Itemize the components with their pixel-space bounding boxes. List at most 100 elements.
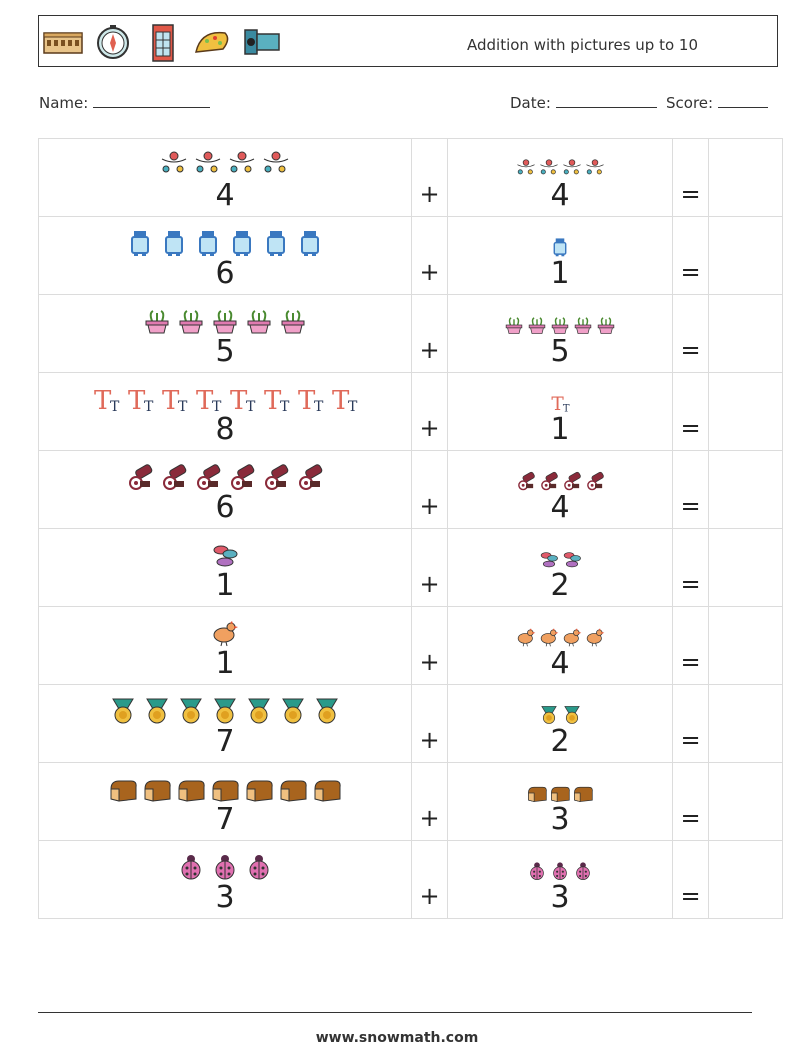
picture-group-a	[39, 775, 411, 803]
svg-text:T: T	[128, 386, 146, 413]
svg-text:T: T	[144, 399, 154, 413]
seedling-planter-icon	[573, 315, 593, 335]
name-blank[interactable]	[93, 93, 211, 108]
plus-cell: +	[411, 762, 448, 841]
cannon-icon	[228, 463, 256, 491]
score-field[interactable]: Score:	[666, 93, 768, 112]
svg-text:T: T	[280, 399, 290, 413]
milk-bottle-icon	[194, 229, 222, 257]
operand-b: 2	[550, 724, 570, 759]
cannon-icon	[296, 463, 324, 491]
macarons-icon	[211, 541, 239, 569]
picture-group-b	[448, 627, 672, 647]
ornament-garland-icon	[516, 159, 536, 179]
operand-b-cell: 2	[447, 528, 673, 607]
operand-b: 1	[550, 412, 570, 447]
svg-text:T: T	[212, 399, 222, 413]
problem-row: T T T T T T T T T T T T T T T T 8 + T T 1 =	[38, 372, 783, 451]
svg-text:T: T	[162, 386, 180, 413]
ornament-garland-icon	[194, 151, 222, 179]
problems-table: 4 +4 = 6 +1 = 5 +5 = T T T T T T T T T T T T T T T T 8 + T T 1 = 6 +4 = 1 +…	[38, 138, 783, 919]
picture-group-b	[448, 549, 672, 569]
compass-icon	[93, 22, 133, 62]
equals-sign: =	[680, 492, 701, 520]
answer-cell[interactable]	[708, 138, 783, 217]
operand-b-cell: 5	[447, 294, 673, 373]
chicken-icon	[562, 627, 582, 647]
equals-sign: =	[680, 570, 701, 598]
operand-a-cell: 1	[38, 606, 412, 685]
seedling-planter-icon	[504, 315, 524, 335]
picture-group-a	[39, 463, 411, 491]
operand-a-cell: 5	[38, 294, 412, 373]
plus-cell: +	[411, 372, 448, 451]
date-field[interactable]: Date:	[510, 93, 657, 112]
equals-cell: =	[672, 840, 709, 919]
medal-icon	[279, 697, 307, 725]
answer-cell[interactable]	[708, 216, 783, 295]
picture-group-a	[39, 853, 411, 881]
answer-cell[interactable]	[708, 762, 783, 841]
answer-cell[interactable]	[708, 840, 783, 919]
equals-cell: =	[672, 216, 709, 295]
cannon-icon	[262, 463, 290, 491]
taco-icon	[193, 22, 233, 62]
chicken-icon	[211, 619, 239, 647]
bread-loaf-icon	[527, 783, 547, 803]
answer-cell[interactable]	[708, 606, 783, 685]
phone-booth-icon	[143, 22, 183, 62]
answer-cell[interactable]	[708, 450, 783, 529]
operand-b-cell: 3	[447, 762, 673, 841]
score-blank[interactable]	[717, 93, 768, 108]
cannon-icon	[516, 471, 536, 491]
equals-sign: =	[680, 258, 701, 286]
bread-loaf-icon	[211, 775, 239, 803]
plus-sign: +	[419, 648, 440, 676]
equals-sign: =	[680, 336, 701, 364]
problem-row: 1 +4 =	[38, 606, 783, 685]
score-label: Score:	[666, 94, 714, 112]
milk-bottle-icon	[262, 229, 290, 257]
operand-a: 1	[215, 646, 235, 681]
picture-group-b	[448, 237, 672, 257]
answer-cell[interactable]	[708, 294, 783, 373]
plus-cell: +	[411, 606, 448, 685]
name-label: Name:	[39, 94, 89, 112]
date-blank[interactable]	[555, 93, 657, 108]
operand-b: 1	[550, 256, 570, 291]
equals-sign: =	[680, 180, 701, 208]
answer-cell[interactable]	[708, 372, 783, 451]
plus-cell: +	[411, 684, 448, 763]
equals-cell: =	[672, 606, 709, 685]
picture-group-b	[448, 783, 672, 803]
operand-a-cell: 4	[38, 138, 412, 217]
ornament-garland-icon	[228, 151, 256, 179]
macarons-icon	[562, 549, 582, 569]
ladybug-icon	[573, 861, 593, 881]
operand-b-cell: 1	[447, 216, 673, 295]
problem-row: 7 +3 =	[38, 762, 783, 841]
footer-divider	[38, 1012, 752, 1013]
medal-icon	[313, 697, 341, 725]
seedling-planter-icon	[550, 315, 570, 335]
ornament-garland-icon	[262, 151, 290, 179]
operand-b-cell: 2	[447, 684, 673, 763]
cannon-icon	[194, 463, 222, 491]
plus-sign: +	[419, 258, 440, 286]
operand-b: 4	[550, 178, 570, 213]
equals-cell: =	[672, 684, 709, 763]
bread-loaf-icon	[143, 775, 171, 803]
svg-text:T: T	[298, 386, 316, 413]
cannon-icon	[160, 463, 188, 491]
answer-cell[interactable]	[708, 528, 783, 607]
name-field[interactable]: Name:	[39, 93, 211, 112]
equals-sign: =	[680, 726, 701, 754]
answer-cell[interactable]	[708, 684, 783, 763]
ladybug-icon	[245, 853, 273, 881]
ornament-garland-icon	[562, 159, 582, 179]
picture-group-b	[448, 861, 672, 881]
medal-icon	[539, 705, 559, 725]
